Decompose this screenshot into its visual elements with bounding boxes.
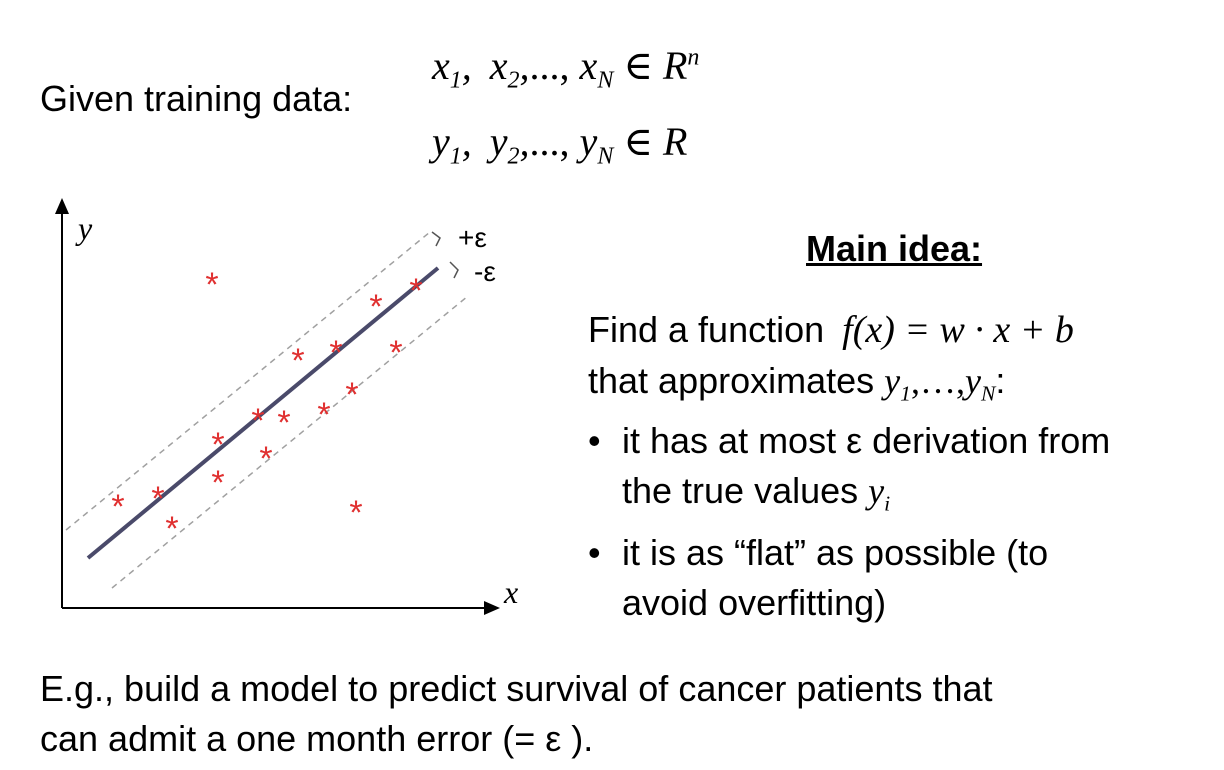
- data-point: *: [151, 480, 164, 518]
- minus-eps-brace: [449, 261, 459, 279]
- y-axis-label: y: [78, 210, 93, 246]
- plus-eps-label: +ε: [458, 222, 487, 253]
- data-point: *: [349, 494, 362, 532]
- data-point: *: [111, 488, 124, 526]
- y-values-formula: y1, y2,..., yN ∈ R: [432, 119, 688, 170]
- data-points: * ******* *********: [111, 266, 422, 548]
- regression-line: [86, 266, 440, 560]
- bullet-1-line2: the true values yi: [622, 470, 891, 516]
- main-idea-title: Main idea:: [806, 228, 983, 269]
- data-point: *: [259, 440, 272, 478]
- given-label: Given training data:: [40, 78, 353, 119]
- function-formula: f(x) = w · x + b: [842, 309, 1074, 351]
- data-point: *: [291, 342, 304, 380]
- data-point: *: [317, 396, 330, 434]
- upper-epsilon-boundary: [65, 231, 431, 531]
- data-point: *: [329, 334, 342, 372]
- data-point: *: [409, 272, 422, 310]
- data-point: *: [369, 288, 382, 326]
- data-point: *: [251, 402, 264, 440]
- plus-eps-brace: [431, 231, 441, 247]
- data-point: *: [345, 376, 358, 414]
- data-point: *: [211, 464, 224, 502]
- data-point: *: [165, 510, 178, 548]
- data-point: *: [211, 426, 224, 464]
- x-vectors-formula: x1, x2,..., xN ∈ Rn: [432, 43, 700, 94]
- regression-diagram: * ******* *********: [55, 198, 500, 615]
- data-point: *: [277, 404, 290, 442]
- x-axis-label: x: [504, 574, 519, 610]
- bullet-dot: •: [588, 420, 601, 461]
- bullet-dot: •: [588, 532, 601, 573]
- approximates-line: that approximates y1,…,yN:: [588, 360, 1006, 406]
- bullet-2-line2: avoid overfitting): [622, 582, 887, 623]
- data-point: *: [205, 266, 218, 304]
- find-function-line: Find a function f(x) = w · x + b: [588, 308, 1074, 352]
- example-line-1: E.g., build a model to predict survival …: [40, 668, 993, 709]
- example-line-2: can admit a one month error (= ε ).: [40, 718, 594, 759]
- minus-eps-label: -ε: [474, 256, 496, 287]
- x-axis-arrow: [484, 601, 500, 615]
- bullet-1: • it has at most ε derivation from: [588, 420, 1111, 461]
- find-prefix: Find a function: [588, 309, 825, 350]
- data-point: *: [389, 334, 402, 372]
- y-axis-arrow: [55, 198, 69, 214]
- bullet-2: • it is as “flat” as possible (to: [588, 532, 1049, 573]
